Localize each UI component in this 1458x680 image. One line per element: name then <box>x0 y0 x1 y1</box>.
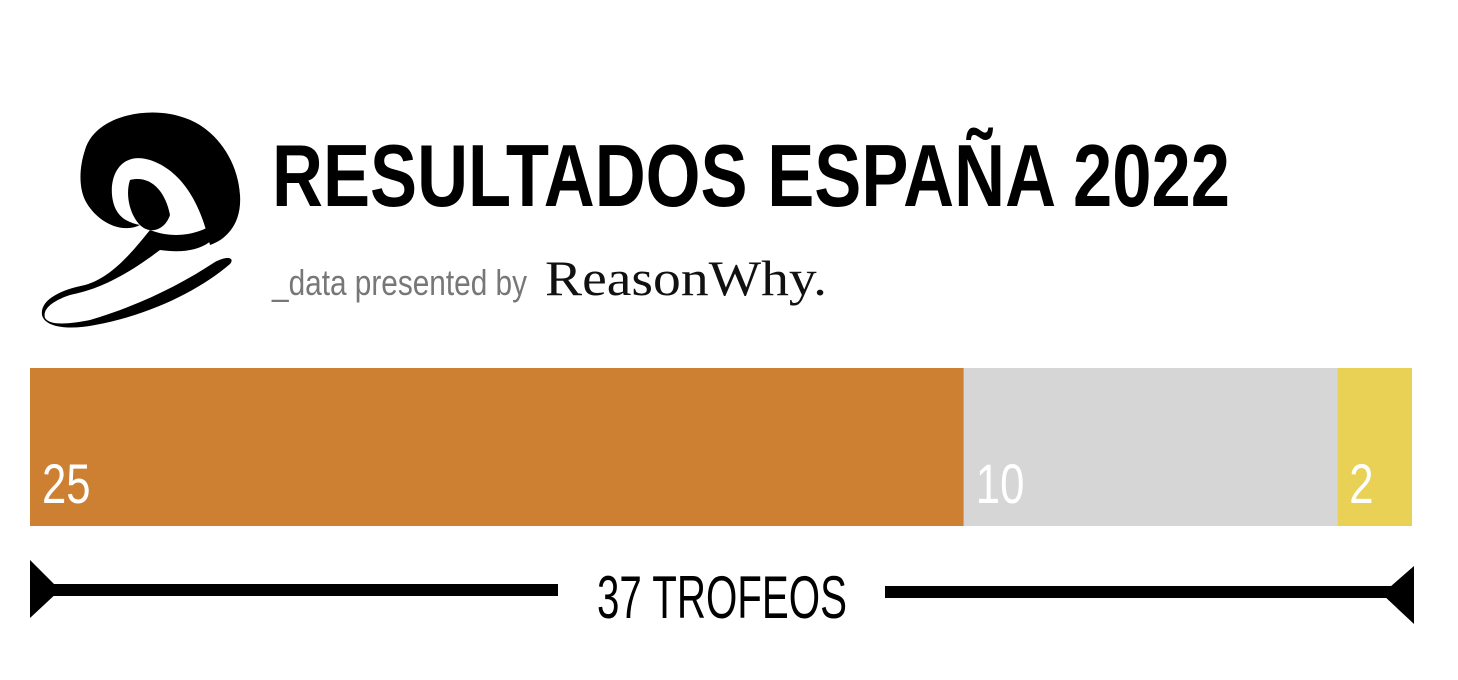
arrow-head <box>30 560 60 618</box>
title: RESULTADOS ESPAÑA 2022 <box>272 126 1230 225</box>
arrow-line <box>30 584 558 596</box>
value-label: 2 <box>1349 453 1373 515</box>
arrow-line <box>885 586 1412 598</box>
bar-segment <box>30 368 964 526</box>
value-label: 10 <box>976 453 1025 515</box>
bar-segment <box>1337 368 1412 526</box>
total-label: 37 TROFEOS <box>597 564 847 631</box>
logo <box>41 112 241 328</box>
bar-segment <box>963 368 1338 526</box>
brand: ReasonWhy. <box>545 250 827 306</box>
subtitle: _data presented by <box>271 262 527 303</box>
bar-group: 25 10 2 <box>30 368 1412 526</box>
value-label: 25 <box>42 453 91 515</box>
total-arrow <box>30 560 1414 624</box>
arrow-head <box>1382 566 1414 624</box>
